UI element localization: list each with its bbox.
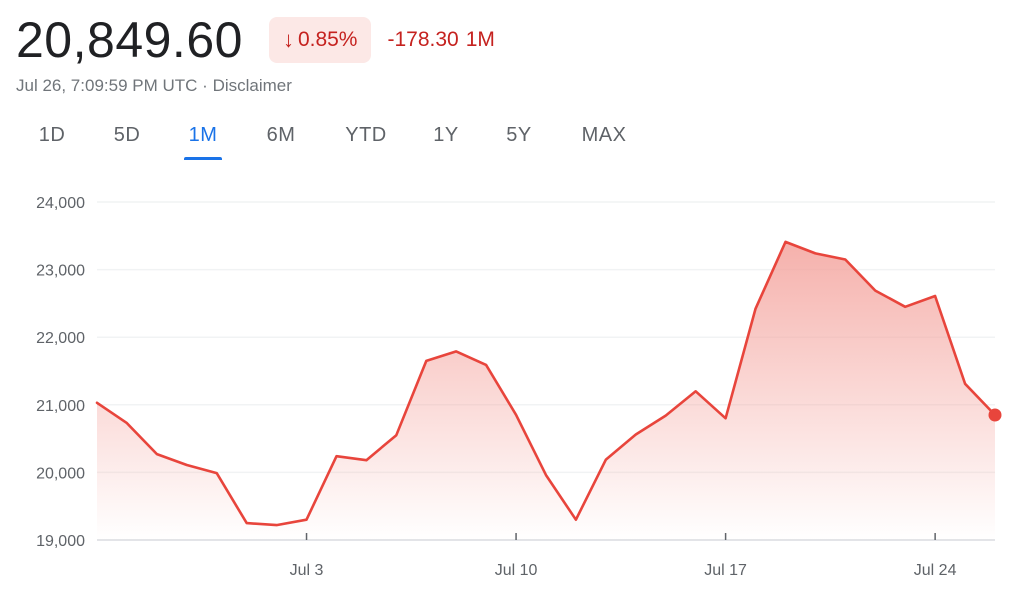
data-point: [214, 470, 220, 476]
arrow-down-icon: ↓: [282, 27, 294, 52]
y-tick-label: 22,000: [36, 330, 85, 347]
tab-range-ytd[interactable]: YTD: [345, 124, 387, 146]
tab-range-1m[interactable]: 1M: [188, 124, 218, 146]
data-point: [423, 358, 429, 364]
data-point: [333, 453, 339, 459]
tab-range-1y[interactable]: 1Y: [433, 124, 459, 146]
tab-range-5d[interactable]: 5D: [113, 124, 141, 146]
change-percent: 0.85%: [297, 28, 358, 51]
quote-meta: Jul 26, 7:09:59 PM UTC · Disclaimer: [16, 76, 292, 96]
data-point: [274, 522, 280, 528]
y-tick-label: 20,000: [36, 465, 85, 482]
data-point: [932, 293, 938, 299]
data-point: [842, 256, 848, 262]
data-point: [723, 415, 729, 421]
data-point: [693, 388, 699, 394]
timestamp: Jul 26, 7:09:59 PM UTC: [16, 76, 198, 95]
data-point: [782, 239, 788, 245]
data-point: [902, 304, 908, 310]
change-value: -178.30: [387, 28, 459, 51]
separator: ·: [202, 76, 208, 95]
quote-header: 20,849.60 ↓ 0.85% -178.30 1M: [16, 10, 495, 70]
data-point: [244, 520, 250, 526]
data-point: [812, 250, 818, 256]
data-point: [453, 348, 459, 354]
current-price: 20,849.60: [16, 12, 243, 68]
data-point: [663, 413, 669, 419]
data-point: [603, 457, 609, 463]
data-point: [304, 517, 310, 523]
data-point: [513, 412, 519, 418]
data-point: [124, 420, 130, 426]
active-tab-indicator: [184, 157, 222, 160]
x-tick-label: Jul 3: [290, 562, 324, 579]
data-point: [154, 451, 160, 457]
y-tick-label: 23,000: [36, 263, 85, 280]
y-tick-label: 24,000: [36, 195, 85, 212]
x-tick-label: Jul 17: [704, 562, 747, 579]
data-point: [962, 381, 968, 387]
data-point: [872, 288, 878, 294]
change-period: 1M: [465, 28, 495, 51]
data-point: [94, 400, 100, 406]
data-point: [573, 517, 579, 523]
change-percent-badge: ↓ 0.85%: [268, 17, 372, 63]
change-value-group: -178.30 1M: [387, 28, 494, 52]
data-point: [543, 472, 549, 478]
data-point: [483, 362, 489, 368]
y-tick-label: 19,000: [36, 533, 85, 550]
series-area: [97, 241, 995, 540]
data-point: [393, 432, 399, 438]
x-tick-label: Jul 10: [495, 562, 538, 579]
data-point: [184, 462, 190, 468]
data-point: [633, 432, 639, 438]
tab-range-6m[interactable]: 6M: [266, 124, 296, 146]
disclaimer-link[interactable]: Disclaimer: [212, 76, 292, 95]
tab-range-max[interactable]: MAX: [581, 124, 627, 146]
data-point: [363, 457, 369, 463]
y-tick-label: 21,000: [36, 398, 85, 415]
data-point: [753, 306, 759, 312]
current-price-marker[interactable]: [988, 408, 1002, 422]
tab-range-1d[interactable]: 1D: [38, 124, 66, 146]
series-line: [95, 240, 997, 527]
x-tick-label: Jul 24: [914, 562, 957, 579]
tab-range-5y[interactable]: 5Y: [506, 124, 532, 146]
